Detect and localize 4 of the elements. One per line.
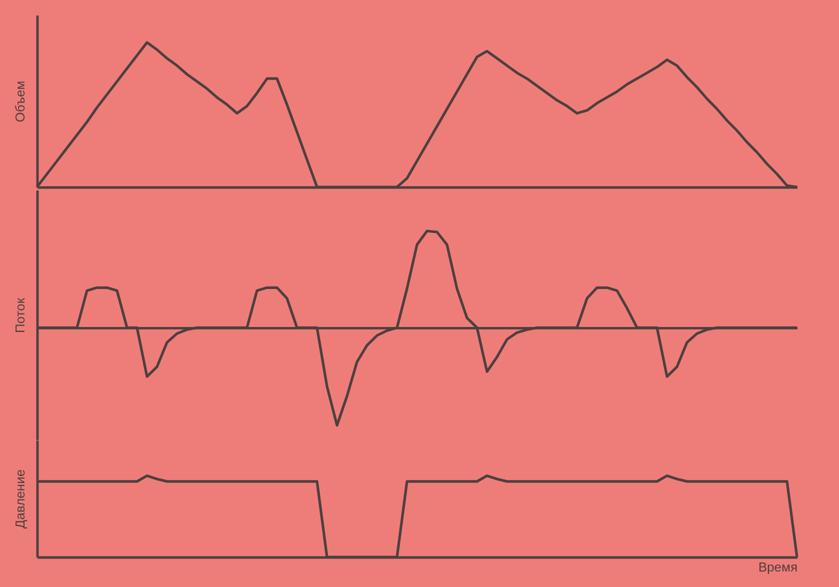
y-axis-title: Давление — [12, 469, 28, 529]
x-axis-title: Время — [758, 560, 798, 574]
y-axis-title: Объем — [12, 80, 28, 122]
y-axis-title: Поток — [12, 298, 28, 334]
